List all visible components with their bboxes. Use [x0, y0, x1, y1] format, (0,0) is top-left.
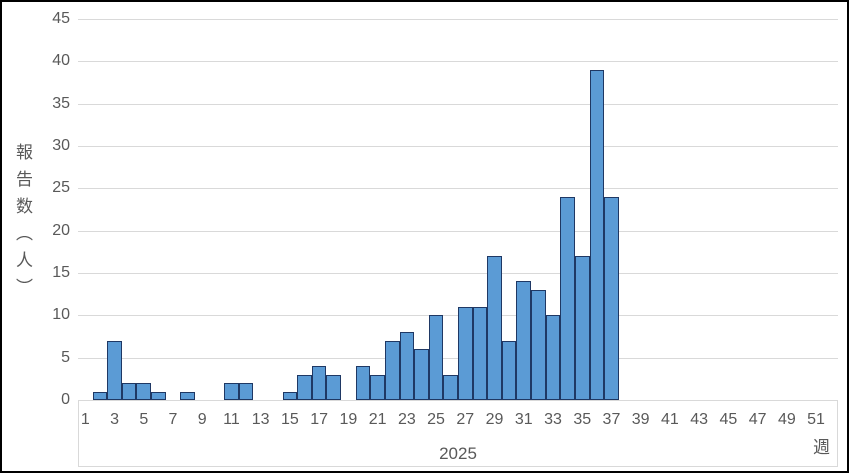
bar-week-37	[604, 196, 619, 400]
x-axis-label-box	[78, 400, 838, 467]
x-tick-label-51: 51	[807, 411, 825, 428]
x-tick-label-37: 37	[602, 411, 621, 428]
bar-week-30	[501, 340, 517, 400]
x-tick-label-17: 17	[310, 411, 329, 428]
bar-week-35	[574, 256, 590, 400]
x-tick-label-41: 41	[661, 411, 679, 428]
bar-week-26	[443, 374, 458, 400]
bar-week-5	[136, 383, 152, 400]
bar-week-22	[384, 340, 400, 400]
gridline-35	[78, 103, 838, 105]
x-tick-label-23: 23	[397, 411, 416, 428]
bar-week-18	[326, 374, 342, 400]
y-axis-title: 報告数（人）	[13, 143, 32, 305]
bar-week-15	[282, 391, 298, 400]
y-tick-label-45: 45	[52, 10, 70, 27]
bar-week-4	[121, 383, 137, 400]
x-axis-title: 週	[813, 438, 830, 457]
x-tick-label-19: 19	[339, 411, 358, 428]
bar-week-33	[545, 315, 561, 400]
gridline-25	[78, 188, 838, 190]
x-axis-year-label: 2025	[439, 444, 477, 463]
y-tick-label-5: 5	[61, 348, 70, 366]
x-tick-label-47: 47	[748, 411, 767, 428]
bar-week-28	[472, 306, 488, 400]
bar-week-11	[224, 383, 239, 400]
bar-week-32	[531, 289, 546, 400]
gridline-15	[78, 273, 838, 274]
gridline-40	[78, 61, 838, 63]
x-tick-label-39: 39	[631, 411, 650, 428]
bar-week-31	[516, 281, 532, 400]
x-tick-label-11: 11	[223, 411, 240, 428]
x-tick-label-3: 3	[110, 411, 119, 428]
bar-week-20	[355, 366, 371, 400]
y-tick-label-30: 30	[52, 137, 70, 154]
x-tick-label-1: 1	[80, 411, 90, 428]
bar-week-12	[238, 383, 254, 400]
y-tick-label-35: 35	[52, 94, 70, 112]
x-tick-label-33: 33	[544, 411, 562, 428]
y-tick-label-40: 40	[52, 52, 70, 70]
bar-week-6	[151, 391, 166, 400]
gridline-20	[78, 230, 838, 232]
x-tick-label-15: 15	[281, 411, 299, 428]
x-tick-label-13: 13	[251, 411, 270, 428]
gridline-45	[78, 19, 838, 20]
x-tick-label-45: 45	[719, 411, 738, 428]
bar-week-23	[399, 332, 415, 400]
x-tick-label-35: 35	[573, 411, 592, 428]
y-tick-label-25: 25	[52, 179, 70, 197]
bar-week-17	[311, 366, 327, 400]
x-tick-label-31: 31	[514, 411, 533, 428]
bar-week-21	[370, 374, 385, 400]
bar-week-16	[297, 374, 312, 400]
bar-week-2	[92, 391, 108, 400]
x-tick-label-27: 27	[456, 411, 475, 428]
y-tick-label-20: 20	[52, 221, 70, 239]
bar-week-29	[487, 256, 502, 400]
x-tick-label-25: 25	[427, 411, 445, 428]
y-tick-label-15: 15	[52, 264, 70, 281]
x-tick-label-21: 21	[368, 411, 387, 428]
bar-week-8	[180, 391, 195, 400]
bar-week-36	[589, 69, 605, 400]
x-tick-label-7: 7	[168, 411, 178, 428]
bar-week-25	[428, 315, 444, 400]
bar-week-34	[560, 196, 575, 400]
x-tick-label-5: 5	[139, 411, 149, 428]
bar-week-27	[458, 306, 473, 400]
x-tick-label-9: 9	[197, 411, 207, 428]
bar-week-24	[414, 349, 429, 400]
x-tick-label-43: 43	[690, 411, 709, 428]
x-tick-label-49: 49	[777, 411, 796, 428]
y-tick-label-0: 0	[61, 391, 70, 408]
y-tick-label-10: 10	[52, 306, 70, 324]
gridline-30	[78, 146, 838, 147]
bar-week-3	[107, 340, 122, 400]
x-tick-label-29: 29	[485, 411, 504, 428]
